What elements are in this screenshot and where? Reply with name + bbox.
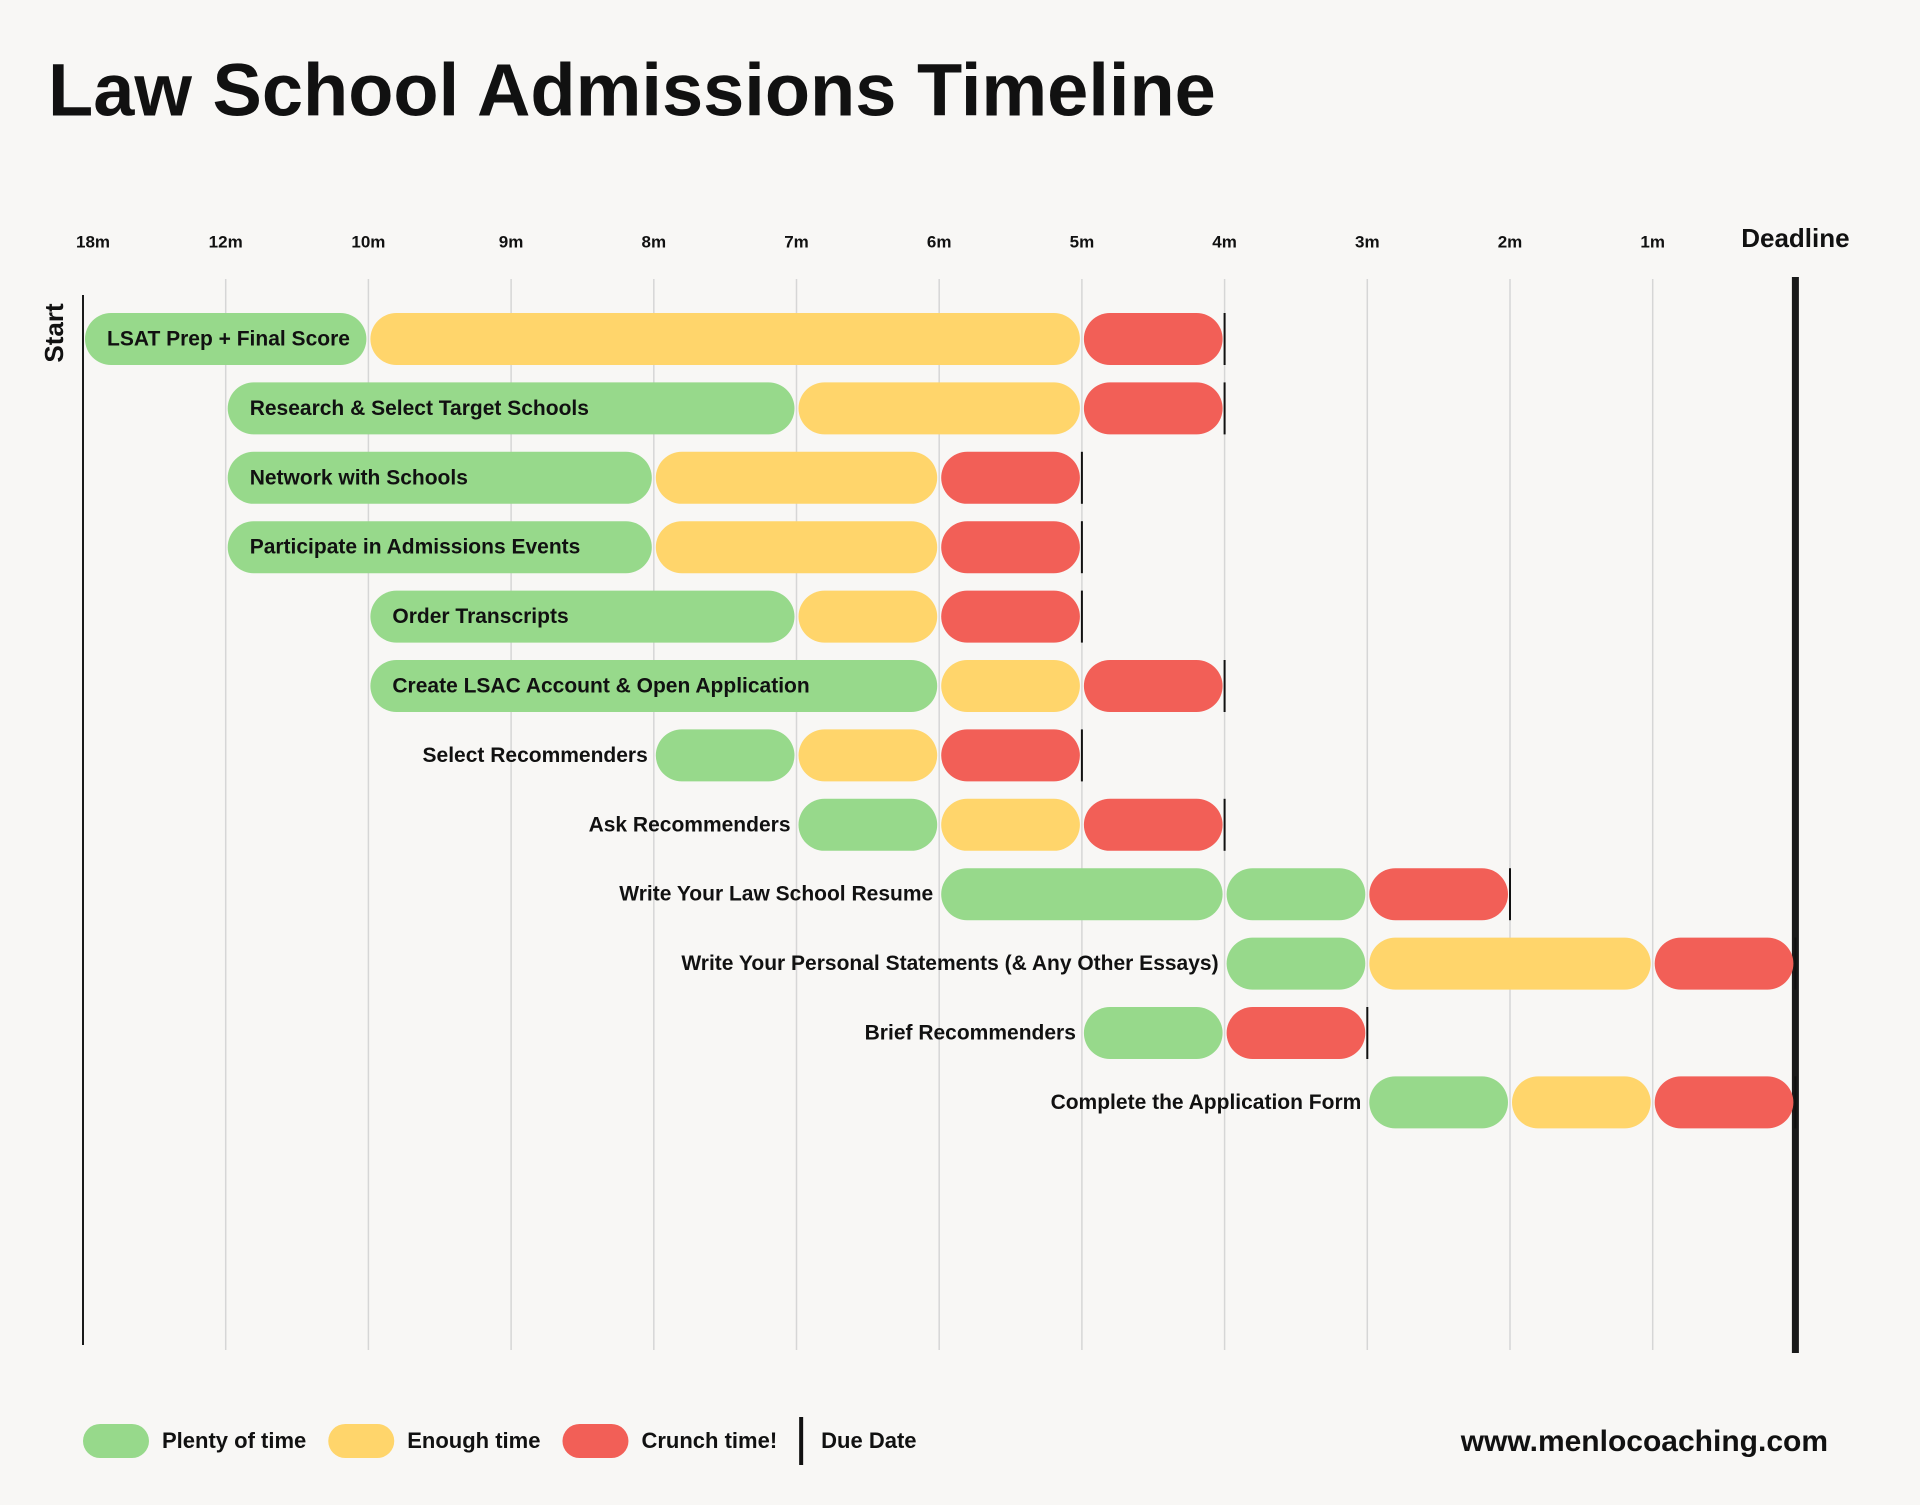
bar-segment: [798, 590, 938, 643]
task-label: Complete the Application Form: [1051, 1091, 1362, 1114]
task-label: Research & Select Target Schools: [250, 397, 589, 420]
task-label: Brief Recommenders: [865, 1022, 1076, 1045]
task-label: Ask Recommenders: [589, 813, 791, 836]
x-tick-label: 4m: [1212, 232, 1237, 251]
x-tick-label: 5m: [1070, 232, 1095, 251]
x-tick-label: 8m: [642, 232, 667, 251]
x-tick-label: Deadline: [1741, 223, 1849, 253]
bar-segment: [1083, 798, 1223, 851]
x-tick-label: 6m: [927, 232, 952, 251]
task-label: Order Transcripts: [392, 605, 568, 628]
bar-segment: [941, 868, 1223, 921]
bar-segment: [1083, 660, 1223, 712]
bar-segment: [1083, 1007, 1223, 1059]
bar-segment: [941, 521, 1080, 574]
bar-segment: [1083, 313, 1223, 365]
task-label: Participate in Admissions Events: [250, 536, 581, 559]
bar-segment: [655, 451, 938, 504]
x-tick-label: 10m: [351, 232, 385, 251]
bar-segment: [227, 382, 795, 435]
x-tick-label: 2m: [1498, 232, 1523, 251]
bar-segment: [1226, 868, 1366, 921]
task-label: Create LSAC Account & Open Application: [392, 675, 809, 698]
bar-segment: [655, 729, 795, 782]
x-tick-label: 9m: [499, 232, 524, 251]
bar-segment: [370, 590, 795, 643]
bar-segment: [1369, 1076, 1508, 1129]
bar-segment: [1369, 937, 1651, 990]
bar-segment: [941, 590, 1080, 643]
bar-segment: [370, 660, 938, 712]
bar-segment: [370, 313, 1080, 365]
bar-segment: [1226, 1007, 1366, 1059]
chart-title: Law School Admissions Timeline: [48, 49, 1216, 132]
start-label: Start: [39, 303, 69, 363]
bar-segment: [798, 798, 938, 851]
legend-label: Enough time: [407, 1428, 540, 1453]
x-tick-label: 18m: [76, 232, 110, 251]
bar-segment: [1369, 868, 1508, 921]
bar-segment: [941, 451, 1080, 504]
task-label: Write Your Personal Statements (& Any Ot…: [681, 952, 1218, 975]
legend-label: Due Date: [821, 1428, 916, 1453]
bar-segment: [1654, 937, 1794, 990]
legend-swatch: [83, 1424, 149, 1458]
bar-segment: [655, 521, 938, 574]
task-label: Write Your Law School Resume: [619, 883, 933, 906]
x-tick-label: 3m: [1355, 232, 1380, 251]
bar-segment: [85, 313, 367, 365]
bar-segment: [1226, 937, 1366, 990]
legend-swatch: [328, 1424, 395, 1458]
task-label: LSAT Prep + Final Score: [107, 328, 350, 351]
legend-label: Crunch time!: [641, 1428, 777, 1453]
legend-swatch: [562, 1424, 629, 1458]
x-tick-label: 1m: [1640, 232, 1665, 251]
bar-segment: [941, 729, 1080, 782]
bar-segment: [798, 729, 938, 782]
bar-segment: [941, 660, 1080, 712]
bar-segment: [1083, 382, 1223, 435]
bar-segment: [798, 382, 1080, 435]
bar-segment: [941, 798, 1080, 851]
bar-segment: [227, 451, 652, 504]
task-label: Network with Schools: [250, 466, 468, 489]
legend-label: Plenty of time: [162, 1428, 306, 1453]
x-tick-label: 12m: [209, 232, 243, 251]
task-label: Select Recommenders: [423, 744, 648, 767]
footer: www.menlocoaching.com: [1460, 1425, 1828, 1458]
bar-segment: [227, 521, 652, 574]
x-tick-label: 7m: [784, 232, 809, 251]
bar-segment: [1654, 1076, 1794, 1129]
bar-segment: [1512, 1076, 1651, 1129]
